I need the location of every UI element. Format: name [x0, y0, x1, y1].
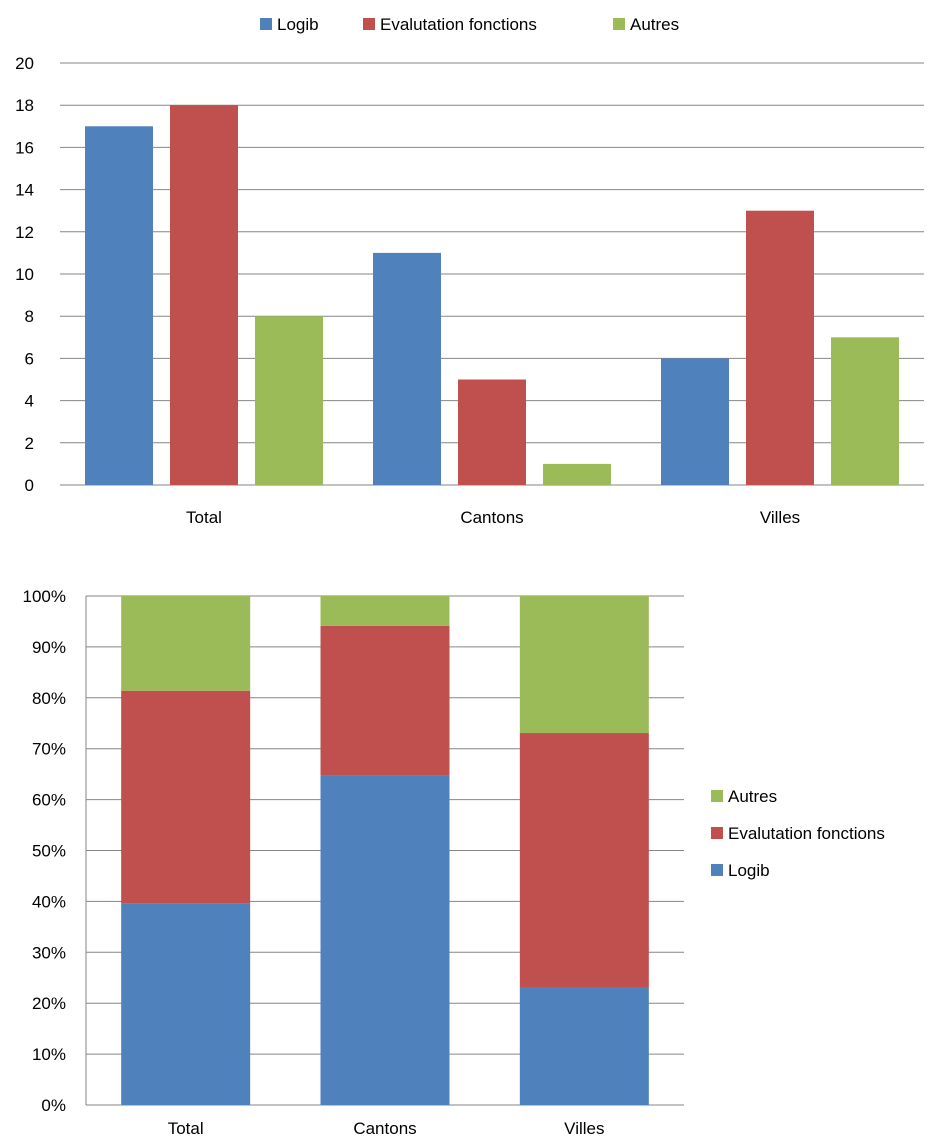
y-tick-label: 2: [25, 434, 34, 453]
stacked-bar-logib-total: [121, 903, 251, 1105]
x-tick-label: Villes: [564, 1119, 604, 1138]
stacked-bar-evalutation-fonctions-villes: [519, 733, 649, 988]
bar-autres-total: [255, 316, 323, 485]
legend-label-evalutation-fonctions: Evalutation fonctions: [728, 824, 885, 843]
y-tick-label: 20: [15, 54, 34, 73]
legend-swatch-evalutation-fonctions: [363, 18, 375, 30]
percent-stacked-bar-chart: 0% 10% 20% 30% 40% 50% 60% 70% 80% 90% 100% Total Ca…: [23, 587, 885, 1138]
y-tick-label: 60%: [32, 791, 66, 810]
y-tick-label: 40%: [32, 892, 66, 911]
legend-label-autres: Autres: [630, 15, 679, 34]
y-tick-label: 30%: [32, 943, 66, 962]
bar-logib-villes: [661, 358, 729, 485]
y-tick-label: 100%: [23, 587, 66, 606]
stacked-bar-logib-villes: [519, 987, 649, 1105]
stacked-bar-autres-cantons: [320, 596, 450, 626]
y-tick-label: 10: [15, 265, 34, 284]
y-tick-label: 90%: [32, 638, 66, 657]
legend-swatch-evalutation-fonctions: [711, 827, 723, 839]
bar-evalutation-fonctions-cantons: [458, 379, 526, 485]
y-tick-label: 12: [15, 223, 34, 242]
y-tick-label: 4: [25, 392, 34, 411]
y-tick-label: 50%: [32, 842, 66, 861]
bar-autres-villes: [831, 337, 899, 485]
stacked-bar-autres-total: [121, 596, 251, 691]
y-tick-label: 14: [15, 181, 34, 200]
legend-label-logib: Logib: [728, 861, 770, 880]
y-tick-label: 8: [25, 307, 34, 326]
y-tick-label: 6: [25, 349, 34, 368]
y-tick-label: 10%: [32, 1045, 66, 1064]
legend-swatch-autres: [613, 18, 625, 30]
x-tick-label: Total: [168, 1119, 204, 1138]
legend-swatch-logib: [711, 864, 723, 876]
x-tick-label: Villes: [760, 508, 800, 527]
bar-evalutation-fonctions-total: [170, 105, 238, 485]
y-tick-label: 20%: [32, 994, 66, 1013]
stacked-bar-autres-villes: [519, 596, 649, 734]
legend-label-logib: Logib: [277, 15, 319, 34]
legend-swatch-autres: [711, 790, 723, 802]
y-tick-label: 0: [25, 476, 34, 495]
bar-logib-total: [85, 126, 153, 486]
bar-logib-cantons: [373, 252, 441, 485]
stacked-bar-evalutation-fonctions-total: [121, 690, 251, 904]
clustered-bar-chart: 0 2 4 6 8 10 12 14 16 18 20 Total Cantons Villes Logib…: [15, 15, 924, 527]
bar-autres-cantons: [543, 463, 611, 485]
bar-evalutation-fonctions-villes: [746, 210, 814, 485]
y-tick-label: 70%: [32, 740, 66, 759]
stacked-bar-logib-cantons: [320, 775, 450, 1105]
x-tick-label: Cantons: [460, 508, 523, 527]
y-tick-label: 0%: [41, 1096, 66, 1115]
x-tick-label: Total: [186, 508, 222, 527]
y-tick-label: 18: [15, 96, 34, 115]
legend-swatch-logib: [260, 18, 272, 30]
y-tick-label: 16: [15, 138, 34, 157]
x-tick-label: Cantons: [353, 1119, 416, 1138]
y-tick-label: 80%: [32, 689, 66, 708]
stacked-bar-evalutation-fonctions-cantons: [320, 625, 450, 776]
legend-label-evalutation-fonctions: Evalutation fonctions: [380, 15, 537, 34]
legend-label-autres: Autres: [728, 787, 777, 806]
